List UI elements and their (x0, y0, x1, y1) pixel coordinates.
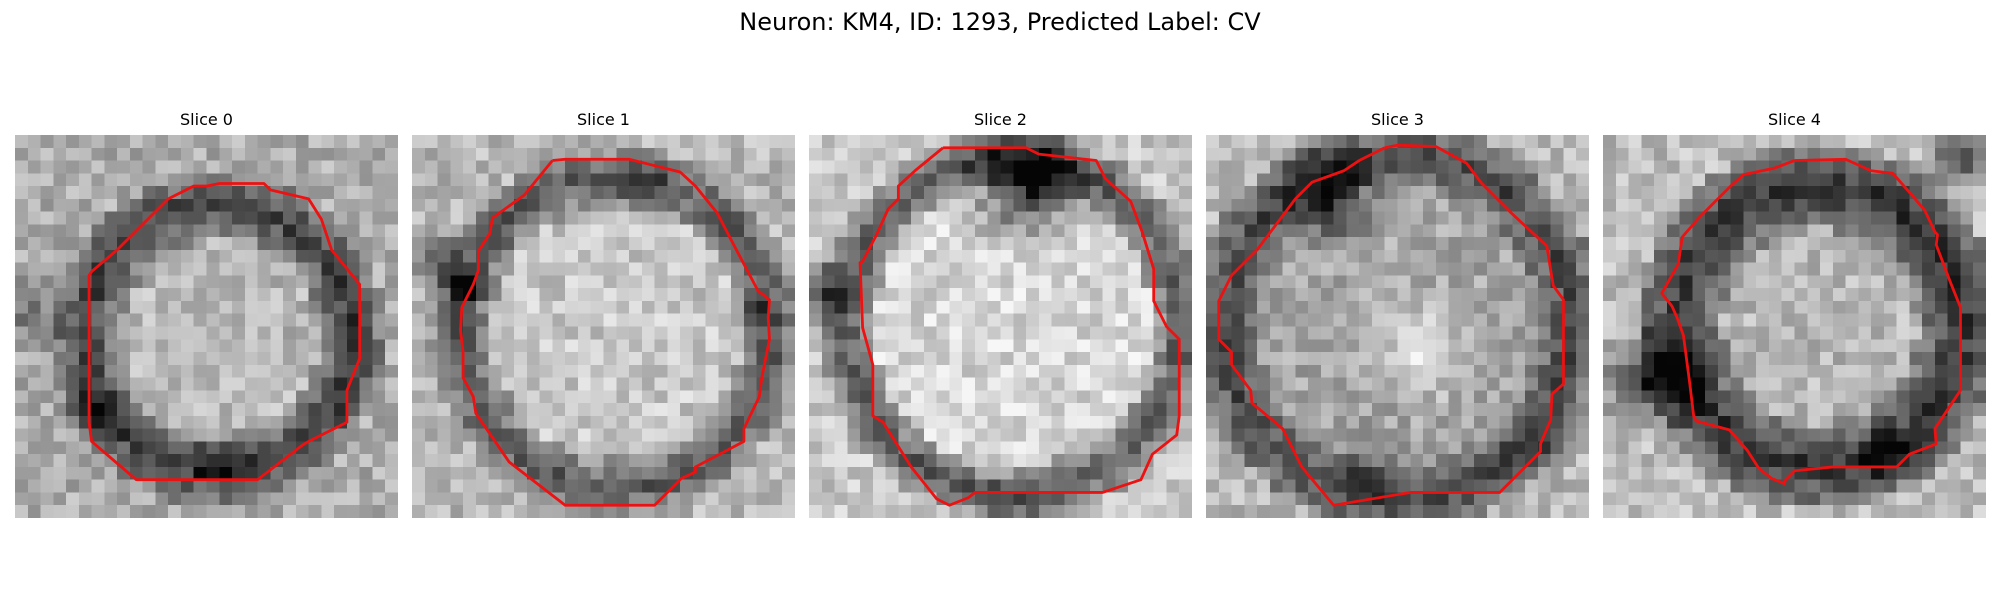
slice-2-image (809, 135, 1192, 518)
slice-panel-2: Slice 2 (809, 110, 1192, 525)
slice-2-contour (858, 146, 1181, 507)
slice-0-image (15, 135, 398, 518)
slice-3-image (1206, 135, 1589, 518)
slice-panel-3: Slice 3 (1206, 110, 1589, 525)
slice-3-contour (1217, 143, 1565, 507)
slice-0-title: Slice 0 (180, 110, 233, 129)
slice-panel-4: Slice 4 (1603, 110, 1986, 525)
slice-4-pixels (1603, 135, 1986, 518)
slice-1-pixels (412, 135, 795, 518)
slice-1-contour (459, 157, 771, 507)
slice-0-pixels (15, 135, 398, 518)
slice-panel-0: Slice 0 (15, 110, 398, 525)
slice-1-image (412, 135, 795, 518)
slice-0-contour (87, 182, 362, 482)
slice-1-title: Slice 1 (577, 110, 630, 129)
slice-3-pixels (1206, 135, 1589, 518)
slice-2-pixels (809, 135, 1192, 518)
slice-panel-1: Slice 1 (412, 110, 795, 525)
slice-4-image (1603, 135, 1986, 518)
slice-4-title: Slice 4 (1768, 110, 1821, 129)
slice-3-title: Slice 3 (1371, 110, 1424, 129)
figure-title: Neuron: KM4, ID: 1293, Predicted Label: … (739, 8, 1261, 36)
slice-2-title: Slice 2 (974, 110, 1027, 129)
slice-4-contour (1660, 157, 1962, 485)
